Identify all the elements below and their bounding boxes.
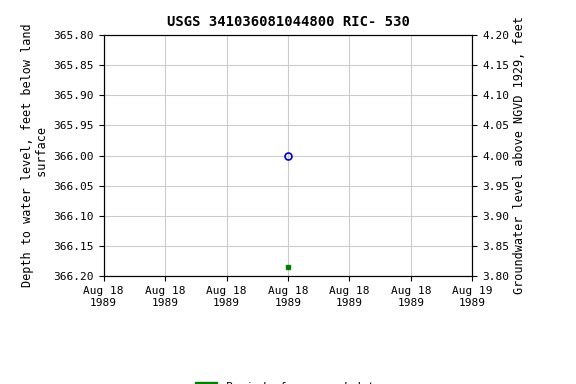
Y-axis label: Depth to water level, feet below land
 surface: Depth to water level, feet below land su…: [21, 24, 50, 287]
Legend: Period of approved data: Period of approved data: [191, 378, 385, 384]
Y-axis label: Groundwater level above NGVD 1929, feet: Groundwater level above NGVD 1929, feet: [513, 17, 526, 295]
Title: USGS 341036081044800 RIC- 530: USGS 341036081044800 RIC- 530: [166, 15, 410, 29]
